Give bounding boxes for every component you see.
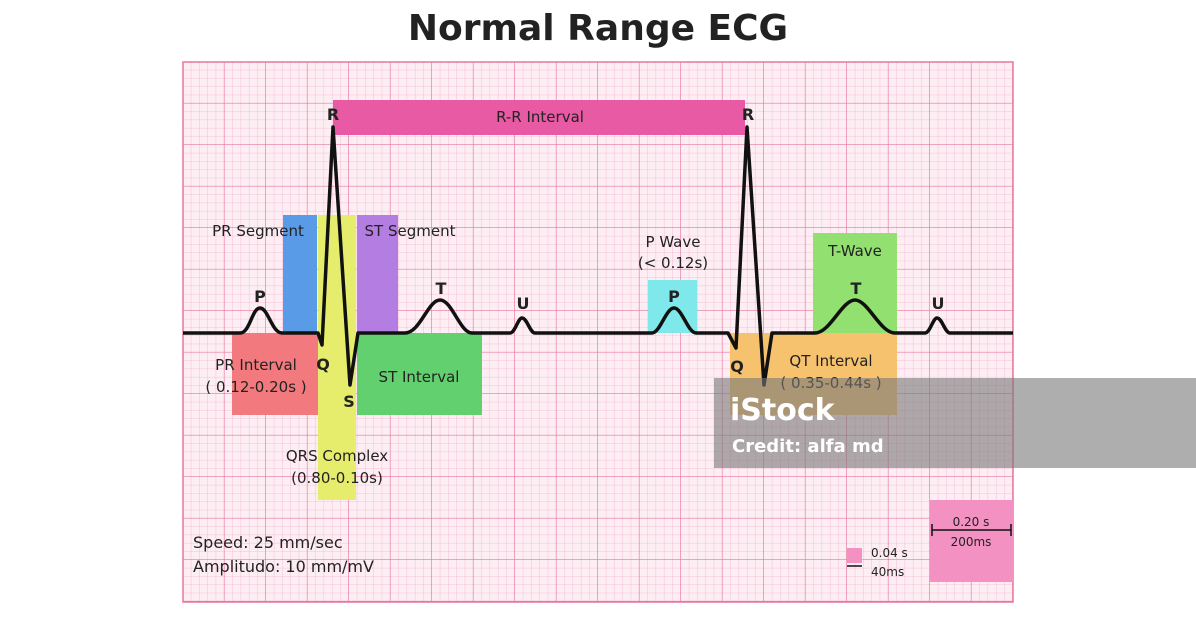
p-wave-range: (< 0.12s) xyxy=(638,254,708,272)
p-wave-label: P Wave xyxy=(646,233,701,251)
large-scale-bar xyxy=(931,524,1012,536)
t-wave-label: T-Wave xyxy=(827,242,882,260)
title: Normal Range ECG xyxy=(408,8,788,49)
st-segment-region xyxy=(357,215,398,333)
small-box-scale xyxy=(847,548,862,563)
t-wave-region xyxy=(813,233,897,333)
wave-label: P xyxy=(668,287,680,306)
watermark-credit: Credit: alfa md xyxy=(732,436,884,457)
wave-label: P xyxy=(254,287,266,306)
wave-label: U xyxy=(517,294,530,313)
wave-label: S xyxy=(343,392,355,411)
wave-label: Q xyxy=(730,357,744,376)
rr-interval-label: R-R Interval xyxy=(496,108,584,126)
st-interval-label: ST Interval xyxy=(379,368,460,386)
st-interval-region xyxy=(357,333,482,415)
wave-label: T xyxy=(436,279,447,298)
qrs-complex-label: QRS Complex xyxy=(286,447,388,465)
small-scale-time: 0.04 s xyxy=(871,546,908,560)
pr-segment-region xyxy=(283,215,317,333)
watermark-band xyxy=(714,378,1196,468)
pr-interval-label: PR Interval xyxy=(215,356,297,374)
speed-label: Speed: 25 mm/sec xyxy=(193,533,343,552)
qrs-complex-range: (0.80-0.10s) xyxy=(291,469,383,487)
watermark-brand: iStock xyxy=(730,393,836,428)
qt-interval-label: QT Interval xyxy=(789,352,872,370)
amplitude-label: Amplitudo: 10 mm/mV xyxy=(193,557,374,576)
pr-interval-range: ( 0.12-0.20s ) xyxy=(205,378,306,396)
wave-label: R xyxy=(742,105,754,124)
wave-label: R xyxy=(327,105,339,124)
st-segment-label: ST Segment xyxy=(365,222,456,240)
ecg-trace xyxy=(183,125,1013,387)
small-scale-ms: 40ms xyxy=(871,565,904,579)
large-scale-ms: 200ms xyxy=(951,535,992,549)
large-box-scale xyxy=(930,500,1013,582)
rr-interval-bar xyxy=(333,100,745,135)
pr-interval-region xyxy=(232,333,318,415)
wave-label: T xyxy=(851,279,862,298)
pr-segment-label: PR Segment xyxy=(212,222,304,240)
wave-label: U xyxy=(932,294,945,313)
wave-label: Q xyxy=(316,355,330,374)
large-scale-time: 0.20 s xyxy=(953,515,990,529)
